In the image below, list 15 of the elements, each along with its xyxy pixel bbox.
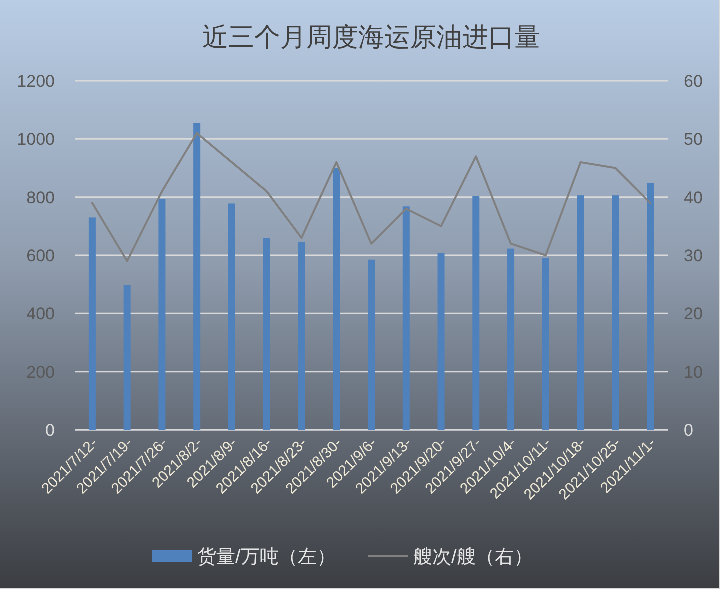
chart-title: 近三个月周度海运原油进口量 bbox=[202, 22, 540, 52]
legend-label: 艘次/艘（右） bbox=[414, 547, 533, 568]
y-tick-label: 800 bbox=[26, 188, 55, 208]
y2-tick-label: 30 bbox=[684, 246, 703, 266]
y-tick-label: 400 bbox=[26, 304, 55, 324]
y-tick-label: 1200 bbox=[17, 72, 55, 91]
y-tick-label: 1000 bbox=[17, 130, 55, 150]
legend-label: 货量/万吨（左） bbox=[198, 547, 336, 568]
y2-tick-label: 20 bbox=[684, 304, 703, 324]
y-tick-label: 600 bbox=[26, 246, 55, 266]
y2-tick-label: 60 bbox=[684, 72, 703, 91]
y2-tick-label: 40 bbox=[684, 188, 703, 208]
y-tick-label: 0 bbox=[46, 421, 55, 440]
y2-tick-label: 50 bbox=[684, 130, 703, 150]
y2-tick-label: 0 bbox=[684, 421, 694, 440]
